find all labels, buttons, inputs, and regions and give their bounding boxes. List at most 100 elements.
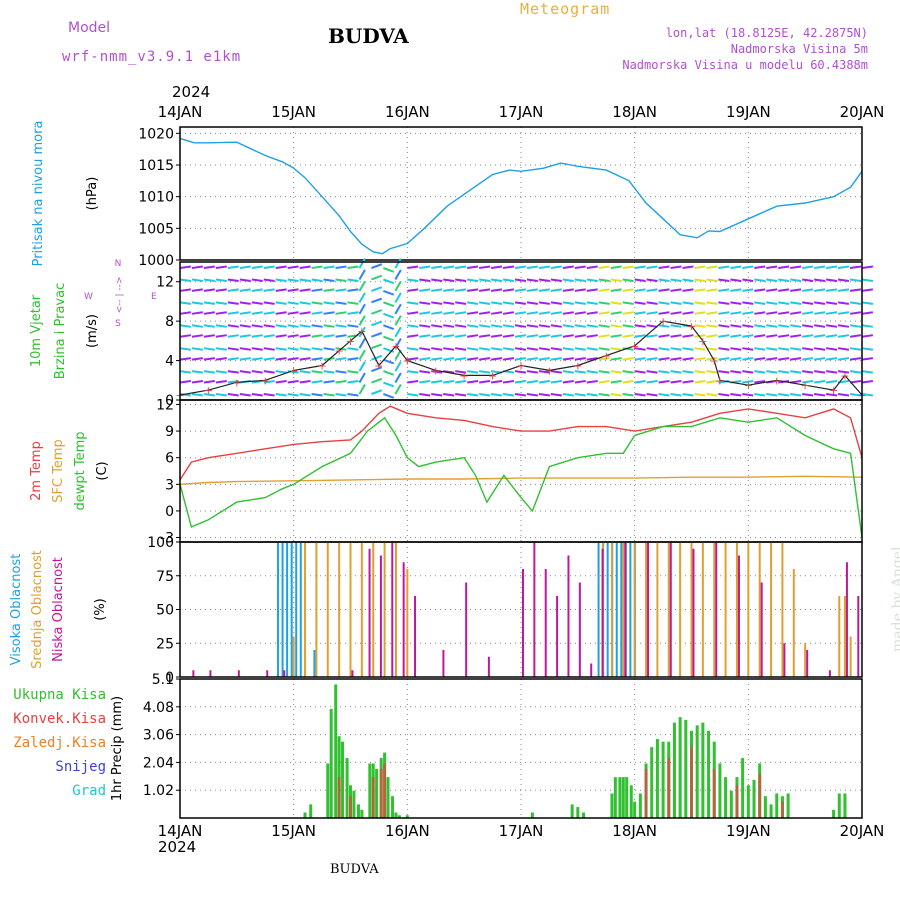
wind-barb [861,278,874,282]
wind-barb [526,265,539,269]
wind-barb [861,301,874,305]
wind-barb [263,334,275,338]
wind-barb [394,315,402,326]
wind-barb [347,278,359,282]
wind-barb [658,278,670,282]
wind-barb [251,324,263,328]
precip-bar [345,758,349,818]
wind-barb [251,370,263,374]
wind-barb [431,393,443,397]
wind-barb [299,347,311,351]
precip-bar [763,796,767,818]
wind-barb [490,288,503,292]
wind-barb [323,311,335,315]
wind-barb [478,324,491,328]
wind-barb [574,324,586,328]
wind-barb [837,288,850,292]
wind-barb [562,288,574,292]
wind-barb [299,380,311,384]
wind-barb [275,265,287,269]
precip-bar [349,796,352,818]
wind-gust-marker: + [516,360,525,373]
wind-barb [634,278,646,282]
wind-barb [574,311,586,315]
wind-barb [574,334,586,338]
wind-barb [562,311,574,315]
wind-barb [861,393,874,397]
wind-gust-marker: + [403,355,412,368]
wind-barb [323,393,335,397]
precipitation-ytick-label: 4.08 [143,700,174,716]
wind-barb [598,347,610,351]
wind-barb [191,324,203,328]
wind-barb [419,393,431,397]
wind-barb [538,288,550,292]
wind-barb [586,301,598,305]
wind-barb [730,334,742,338]
wind-barb [574,380,586,384]
wind-barb [358,338,366,349]
precip-bar [576,807,580,818]
xtick-label-bottom: 18JAN [612,822,657,840]
precip-bar [667,758,671,818]
wind-barb [299,265,311,269]
wind-barb [658,393,670,397]
wind-barb [550,334,562,338]
wind-barb [179,370,192,374]
wind-gust-marker: + [545,364,554,377]
wind-barb [347,347,359,351]
wind-barb [825,265,838,269]
wind-barb [670,311,682,315]
precip-bar [397,815,401,818]
wind-barb [443,347,455,351]
precip-bar [650,747,654,818]
wind-barb [358,280,366,292]
wind-barb [311,278,323,282]
wind-barb [371,332,383,338]
wind-barb [215,324,227,328]
wind-barb [311,357,323,361]
wind-barb [383,312,395,319]
wind-barb [251,278,263,282]
wind-barb [335,265,347,269]
wind-barb [538,278,550,282]
wind-barb [694,278,706,282]
wind-barb [203,347,215,351]
wind-barb [251,288,263,292]
wind-barb [849,347,862,351]
wind-barb [658,265,670,269]
wind-barb [837,347,850,351]
wind-barb [790,393,802,397]
wind-barb [766,311,778,315]
wind-barb [407,334,419,338]
wind-barb [227,380,239,384]
cloud-bar [590,663,593,677]
wind-barb [861,380,874,384]
wind-barb [849,301,862,305]
wind-barb [275,311,287,315]
wind-barb [526,380,539,384]
wind-barb [706,311,718,315]
wind-barb [598,265,610,269]
wind-barb [239,370,251,374]
precipitation-ytick-label: 5.1 [152,672,174,688]
wind-barb [455,370,467,374]
wind-barb [371,366,383,373]
temperature-ytick-label: 12 [156,397,174,413]
wind-barb [394,361,402,372]
cloud-bar [610,542,613,677]
wind-barb [526,347,539,351]
wind-barb [323,278,335,282]
wind-barb [407,380,419,384]
wind-barb [287,393,299,397]
wind-barb [179,347,192,351]
wind-barb [407,301,419,305]
xtick-label-top: 18JAN [612,103,657,121]
wind-barb [622,380,634,384]
cloud-unit-label: (%) [93,598,108,621]
wind-barb [191,380,203,384]
wind-barb [358,361,366,372]
wind-barb [646,288,658,292]
wind-barb [682,380,694,384]
